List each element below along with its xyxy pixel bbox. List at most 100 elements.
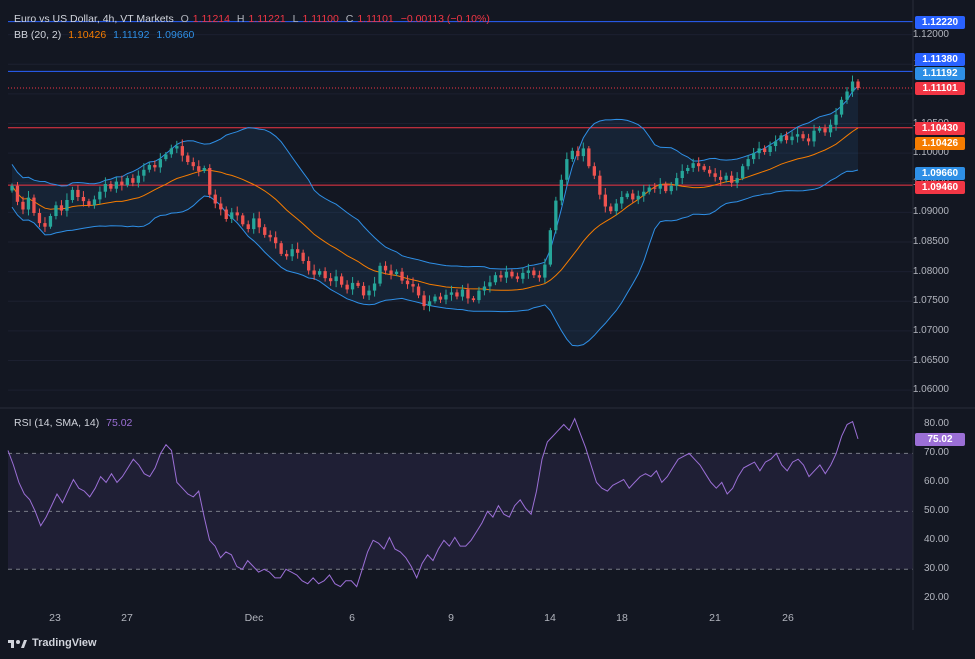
candle-body xyxy=(532,270,536,276)
candle-body xyxy=(301,252,305,261)
candle-body xyxy=(834,114,838,125)
candle-body xyxy=(565,159,569,180)
candle-body xyxy=(142,169,146,176)
candle-body xyxy=(675,178,679,186)
candle-body xyxy=(510,271,514,277)
candle-body xyxy=(279,243,283,254)
candle-body xyxy=(15,185,20,202)
candle-body xyxy=(158,159,162,168)
time-tick-label: 18 xyxy=(616,612,628,624)
price-tick-label: 1.07000 xyxy=(912,324,949,336)
candle-body xyxy=(603,194,607,207)
open-value: 1.11214 xyxy=(192,13,230,25)
candle-body xyxy=(43,223,47,227)
candle-body xyxy=(252,218,256,230)
candle-body xyxy=(125,178,129,186)
candle-body xyxy=(526,270,530,273)
bb-upper-value: 1.11192 xyxy=(113,29,150,41)
candle-body xyxy=(334,276,338,282)
candle-body xyxy=(10,185,14,191)
candle-body xyxy=(361,285,366,296)
time-tick-label: 6 xyxy=(349,612,355,624)
candle-body xyxy=(186,155,190,162)
candle-body xyxy=(828,124,833,133)
time-tick-label: Dec xyxy=(244,612,264,624)
bb-lower-value: 1.09660 xyxy=(156,29,195,41)
candle-body xyxy=(191,162,195,167)
candle-body xyxy=(691,163,695,168)
candle-body xyxy=(719,176,723,180)
candle-body xyxy=(383,265,388,271)
candle-body xyxy=(790,136,794,141)
candle-body xyxy=(455,292,459,297)
candle-body xyxy=(598,175,602,195)
candle-body xyxy=(65,200,69,211)
candle-body xyxy=(312,270,316,275)
candle-body xyxy=(664,184,668,192)
time-tick-label: 21 xyxy=(709,612,721,624)
candle-body xyxy=(466,289,470,299)
price-tick-label: 1.06000 xyxy=(912,384,949,396)
candle-body xyxy=(806,138,811,142)
candle-body xyxy=(136,175,140,183)
candle-body xyxy=(120,181,124,186)
candle-body xyxy=(147,165,151,170)
candle-body xyxy=(587,148,591,167)
candle-body xyxy=(367,290,371,296)
bb-lower-line xyxy=(11,169,859,347)
candle-body xyxy=(345,284,349,290)
candle-body xyxy=(795,134,800,137)
bb-basis-value: 1.10426 xyxy=(68,29,107,41)
candle-body xyxy=(98,191,102,200)
candle-body xyxy=(730,175,734,183)
candle-body xyxy=(26,197,31,210)
candle-body xyxy=(318,271,322,275)
symbol-title: Euro vs US Dollar, 4h, VT Markets xyxy=(14,13,174,25)
candle-body xyxy=(702,166,706,170)
candle-body xyxy=(37,213,42,224)
candle-body xyxy=(48,216,53,227)
candle-body xyxy=(340,276,344,285)
candle-body xyxy=(658,184,662,189)
candle-body xyxy=(784,135,789,141)
rsi-legend[interactable]: RSI (14, SMA, 14) 75.02 xyxy=(14,417,136,429)
candle-body xyxy=(504,271,509,278)
candle-body xyxy=(323,271,327,279)
candle-body xyxy=(686,168,690,171)
candle-body xyxy=(422,295,426,307)
price-tag: 1.10430 xyxy=(915,122,965,135)
candle-body xyxy=(845,91,849,100)
candle-body xyxy=(416,286,421,296)
candle-body xyxy=(471,298,476,301)
bb-upper-line xyxy=(11,85,859,270)
candle-body xyxy=(559,179,563,201)
candle-body xyxy=(356,282,360,286)
candle-body xyxy=(817,128,822,131)
tradingview-logo-text: TradingView xyxy=(32,637,97,649)
bb-legend[interactable]: BB (20, 2) 1.10426 1.11192 1.09660 xyxy=(14,29,198,41)
symbol-legend[interactable]: Euro vs US Dollar, 4h, VT Markets O 1.112… xyxy=(14,13,494,25)
candle-body xyxy=(131,178,135,183)
candle-body xyxy=(307,261,311,271)
candle-body xyxy=(219,203,223,210)
candle-body xyxy=(697,163,701,167)
candle-body xyxy=(773,141,778,146)
close-value: 1.11101 xyxy=(357,13,394,25)
low-value: 1.11100 xyxy=(302,13,339,25)
candle-body xyxy=(768,146,772,152)
candle-body xyxy=(400,271,404,281)
candle-body xyxy=(548,230,552,265)
candle-body xyxy=(609,206,613,212)
candle-body xyxy=(757,148,761,154)
candle-body xyxy=(823,128,827,133)
candle-body xyxy=(296,249,300,253)
candle-body xyxy=(197,166,201,171)
bb-label: BB (20, 2) xyxy=(14,29,62,41)
candle-body xyxy=(109,184,113,189)
candle-body xyxy=(801,134,805,139)
candle-body xyxy=(76,189,80,197)
candle-body xyxy=(724,175,728,180)
tradingview-logo[interactable]: TradingView xyxy=(8,637,97,649)
candle-body xyxy=(763,148,767,152)
